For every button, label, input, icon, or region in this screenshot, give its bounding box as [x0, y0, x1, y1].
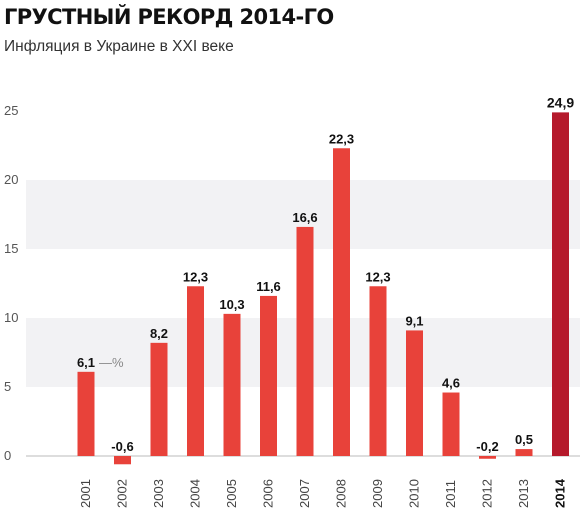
bar-2014 [552, 112, 569, 456]
y-tick-label: 0 [4, 448, 11, 463]
x-tick-label-2001: 2001 [78, 479, 93, 508]
x-tick-label-2003: 2003 [151, 479, 166, 508]
x-tick-label-2012: 2012 [480, 479, 495, 508]
bar-2009 [369, 286, 387, 456]
chart-title: ГРУСТНЫЙ РЕКОРД 2014-ГО [4, 5, 334, 29]
value-label-2008: 22,3 [329, 131, 354, 146]
x-tick-label-2014: 2014 [553, 478, 568, 508]
value-label-2006: 11,6 [256, 279, 281, 294]
x-tick-label-2009: 2009 [370, 479, 385, 508]
value-label-2014: 24,9 [547, 94, 574, 110]
value-label-2013: 0,5 [515, 432, 533, 447]
value-label-2011: 4,6 [442, 376, 460, 391]
bar-2004 [187, 286, 204, 456]
bar-2005 [223, 313, 241, 456]
value-label-2012: -0,2 [476, 439, 498, 454]
value-label-2003: 8,2 [150, 326, 168, 341]
x-tick-label-2013: 2013 [516, 479, 531, 508]
y-tick-label: 20 [4, 172, 18, 187]
x-tick-label-2002: 2002 [115, 479, 130, 508]
x-tick-label-2011: 2011 [443, 480, 458, 508]
chart-subtitle: Инфляция в Украине в XXI веке [4, 38, 234, 55]
x-tick-label-2007: 2007 [297, 479, 312, 508]
value-label-2001: 6,1 [77, 355, 95, 370]
x-tick-label-2006: 2006 [261, 479, 276, 508]
bar-2006 [260, 295, 277, 456]
value-label-2004: 12,3 [183, 269, 208, 284]
y-tick-label: 5 [4, 379, 11, 394]
bar-2008 [333, 148, 350, 456]
value-label-2007: 16,6 [292, 210, 317, 225]
x-tick-label-2008: 2008 [334, 479, 349, 508]
bar-2010 [406, 330, 423, 456]
y-tick-label: 10 [4, 310, 18, 325]
bar-2012 [479, 456, 496, 459]
x-tick-label-2005: 2005 [224, 479, 239, 508]
y-tick-label: 25 [4, 103, 18, 118]
value-label-2009: 12,3 [365, 269, 390, 284]
x-tick-label-2010: 2010 [407, 479, 422, 508]
bar-2007 [296, 226, 314, 456]
bar-2011 [442, 392, 460, 456]
bar-2013 [515, 449, 533, 456]
bar-2002 [114, 456, 131, 465]
y-tick-label: 15 [4, 241, 18, 256]
value-label-2002: -0,6 [111, 439, 133, 454]
unit-label: —% [99, 355, 124, 370]
bar-2001 [77, 371, 95, 456]
x-tick-label-2004: 2004 [188, 479, 203, 508]
bar-2003 [150, 342, 168, 456]
value-label-2005: 10,3 [219, 297, 244, 312]
value-label-2010: 9,1 [405, 313, 423, 328]
